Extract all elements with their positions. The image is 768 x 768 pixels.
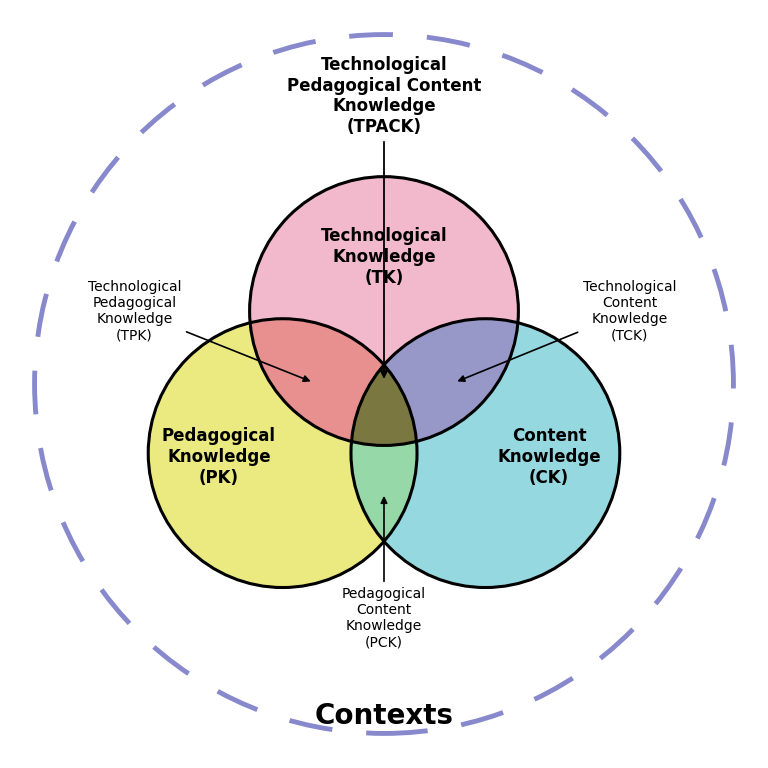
Text: Technological
Pedagogical
Knowledge
(TPK): Technological Pedagogical Knowledge (TPK… xyxy=(88,280,309,381)
Text: Technological
Knowledge
(TK): Technological Knowledge (TK) xyxy=(321,227,447,287)
Text: Pedagogical
Knowledge
(PK): Pedagogical Knowledge (PK) xyxy=(162,427,276,487)
Text: Technological
Content
Knowledge
(TCK): Technological Content Knowledge (TCK) xyxy=(459,280,677,381)
Text: Content
Knowledge
(CK): Content Knowledge (CK) xyxy=(498,427,601,487)
Text: Technological
Pedagogical Content
Knowledge
(TPACK): Technological Pedagogical Content Knowle… xyxy=(286,56,482,377)
Text: Pedagogical
Content
Knowledge
(PCK): Pedagogical Content Knowledge (PCK) xyxy=(342,498,426,650)
Text: Contexts: Contexts xyxy=(315,702,453,730)
